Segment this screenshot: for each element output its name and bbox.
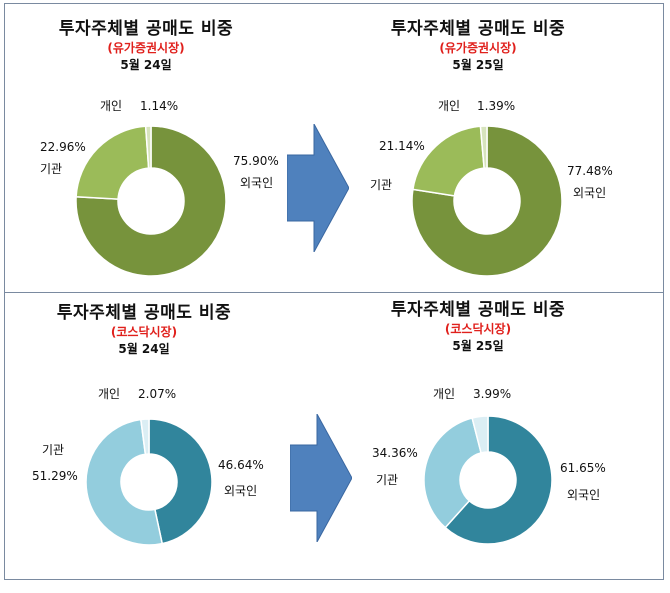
slice-label: 개인 bbox=[98, 387, 121, 401]
slice-value: 22.96% bbox=[40, 140, 86, 154]
slice-value: 1.14% bbox=[140, 99, 179, 113]
slice-value: 1.39% bbox=[477, 99, 516, 113]
slice-value: 61.65% bbox=[560, 461, 606, 475]
donut-slice bbox=[444, 415, 553, 545]
chart-header: 투자주체별 공매도 비중 (유가증권시장) 5월 24일 bbox=[26, 18, 266, 73]
chart-market: (코스닥시장) bbox=[110, 325, 178, 339]
slice-label: 개인 bbox=[438, 99, 461, 113]
donut-slice bbox=[75, 125, 227, 277]
chart-date: 5월 24일 bbox=[120, 58, 172, 72]
slice-label: 개인 bbox=[100, 99, 123, 113]
chart-market: (유가증권시장) bbox=[439, 41, 517, 55]
chart-market: (코스닥시장) bbox=[444, 322, 512, 336]
slice-label: 외국인 bbox=[240, 176, 274, 190]
slice-label: 외국인 bbox=[224, 484, 258, 498]
slice-value: 51.29% bbox=[32, 469, 78, 483]
slice-value: 2.07% bbox=[138, 387, 177, 401]
slice-label: 기관 bbox=[40, 162, 63, 176]
slice-label: 개인 bbox=[433, 387, 456, 401]
slice-value: 21.14% bbox=[379, 139, 425, 153]
chart-date: 5월 25일 bbox=[452, 339, 504, 353]
chart-header: 투자주체별 공매도 비중 (코스닥시장) 5월 24일 bbox=[24, 302, 264, 357]
chart-header: 투자주체별 공매도 비중 (유가증권시장) 5월 25일 bbox=[358, 18, 598, 73]
slice-label: 외국인 bbox=[567, 488, 601, 502]
slice-value: 34.36% bbox=[372, 446, 418, 460]
donut-slice bbox=[479, 125, 488, 169]
slice-label: 외국인 bbox=[573, 186, 607, 200]
chart-title: 투자주체별 공매도 비중 bbox=[56, 303, 232, 323]
donut-slice bbox=[471, 415, 489, 454]
slice-value: 75.90% bbox=[233, 154, 279, 168]
slice-label: 기관 bbox=[42, 443, 65, 457]
chart-title: 투자주체별 공매도 비중 bbox=[390, 19, 566, 39]
arrow-right-icon bbox=[290, 414, 352, 542]
slice-value: 3.99% bbox=[473, 387, 512, 401]
slice-label: 기관 bbox=[370, 178, 393, 192]
chart-market: (유가증권시장) bbox=[107, 41, 185, 55]
chart-header: 투자주체별 공매도 비중 (코스닥시장) 5월 25일 bbox=[358, 299, 598, 354]
chart-title: 투자주체별 공매도 비중 bbox=[390, 300, 566, 320]
donut-slice bbox=[85, 418, 164, 546]
donut-slice bbox=[144, 125, 152, 169]
slice-value: 77.48% bbox=[567, 164, 613, 178]
chart-date: 5월 24일 bbox=[118, 342, 170, 356]
slice-label: 기관 bbox=[376, 473, 399, 487]
arrow-right-icon bbox=[287, 124, 349, 252]
donut-slice bbox=[423, 417, 482, 529]
donut-slice bbox=[75, 125, 150, 200]
donut-slice bbox=[411, 125, 563, 277]
donut-slice bbox=[148, 418, 213, 545]
chart-date: 5월 25일 bbox=[452, 58, 504, 72]
donut-slice bbox=[139, 418, 150, 456]
slice-value: 46.64% bbox=[218, 458, 264, 472]
chart-title: 투자주체별 공매도 비중 bbox=[58, 19, 234, 39]
